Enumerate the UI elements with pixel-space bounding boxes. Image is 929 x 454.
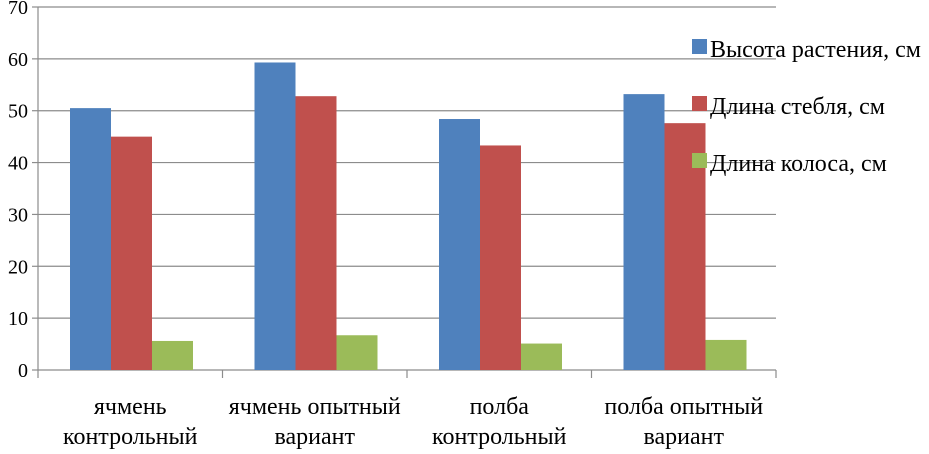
- y-tick-label: 50: [8, 101, 28, 123]
- x-category-label: полба: [470, 394, 530, 420]
- bar: [521, 343, 562, 370]
- bar: [254, 62, 296, 370]
- x-category-label: вариант: [644, 424, 725, 450]
- y-tick-label: 40: [8, 153, 28, 175]
- x-category-label: контрольный: [432, 424, 567, 450]
- gridlines: [38, 6, 776, 319]
- legend: Высота растения, см Длина стебля, см Длина…: [692, 37, 921, 177]
- bar: [336, 335, 378, 370]
- legend-label: Длина колоса, см: [710, 151, 887, 177]
- x-category-label: ячмень опытный: [229, 394, 401, 420]
- x-category-labels: ячмень контрольный ячмень опытный вариант по…: [63, 394, 763, 450]
- legend-swatch: [692, 96, 707, 111]
- bar: [111, 136, 152, 370]
- y-tick-label: 60: [8, 49, 28, 71]
- bar: [70, 108, 111, 370]
- bar: [439, 119, 480, 370]
- y-tick-label: 10: [8, 308, 28, 330]
- legend-label: Высота растения, см: [710, 37, 921, 63]
- x-category-label: ячмень: [94, 394, 167, 420]
- y-tick-labels: 0 10 20 30 40 50 60 70: [8, 0, 28, 382]
- bar: [480, 145, 521, 370]
- bar: [152, 340, 193, 370]
- legend-label: Длина стебля, см: [710, 94, 885, 120]
- legend-swatch: [692, 153, 707, 168]
- x-category-label: полба опытный: [604, 394, 763, 420]
- x-category-label: вариант: [275, 424, 356, 450]
- x-category-label: контрольный: [63, 424, 198, 450]
- y-tick-label: 20: [8, 256, 28, 278]
- legend-swatch: [692, 39, 707, 54]
- bar: [295, 96, 337, 371]
- bar: [623, 94, 665, 371]
- y-tick-label: 70: [8, 0, 28, 19]
- bars: [70, 62, 747, 371]
- y-tick-label: 0: [18, 360, 28, 382]
- y-tick-label: 30: [8, 204, 28, 226]
- bar: [705, 339, 747, 370]
